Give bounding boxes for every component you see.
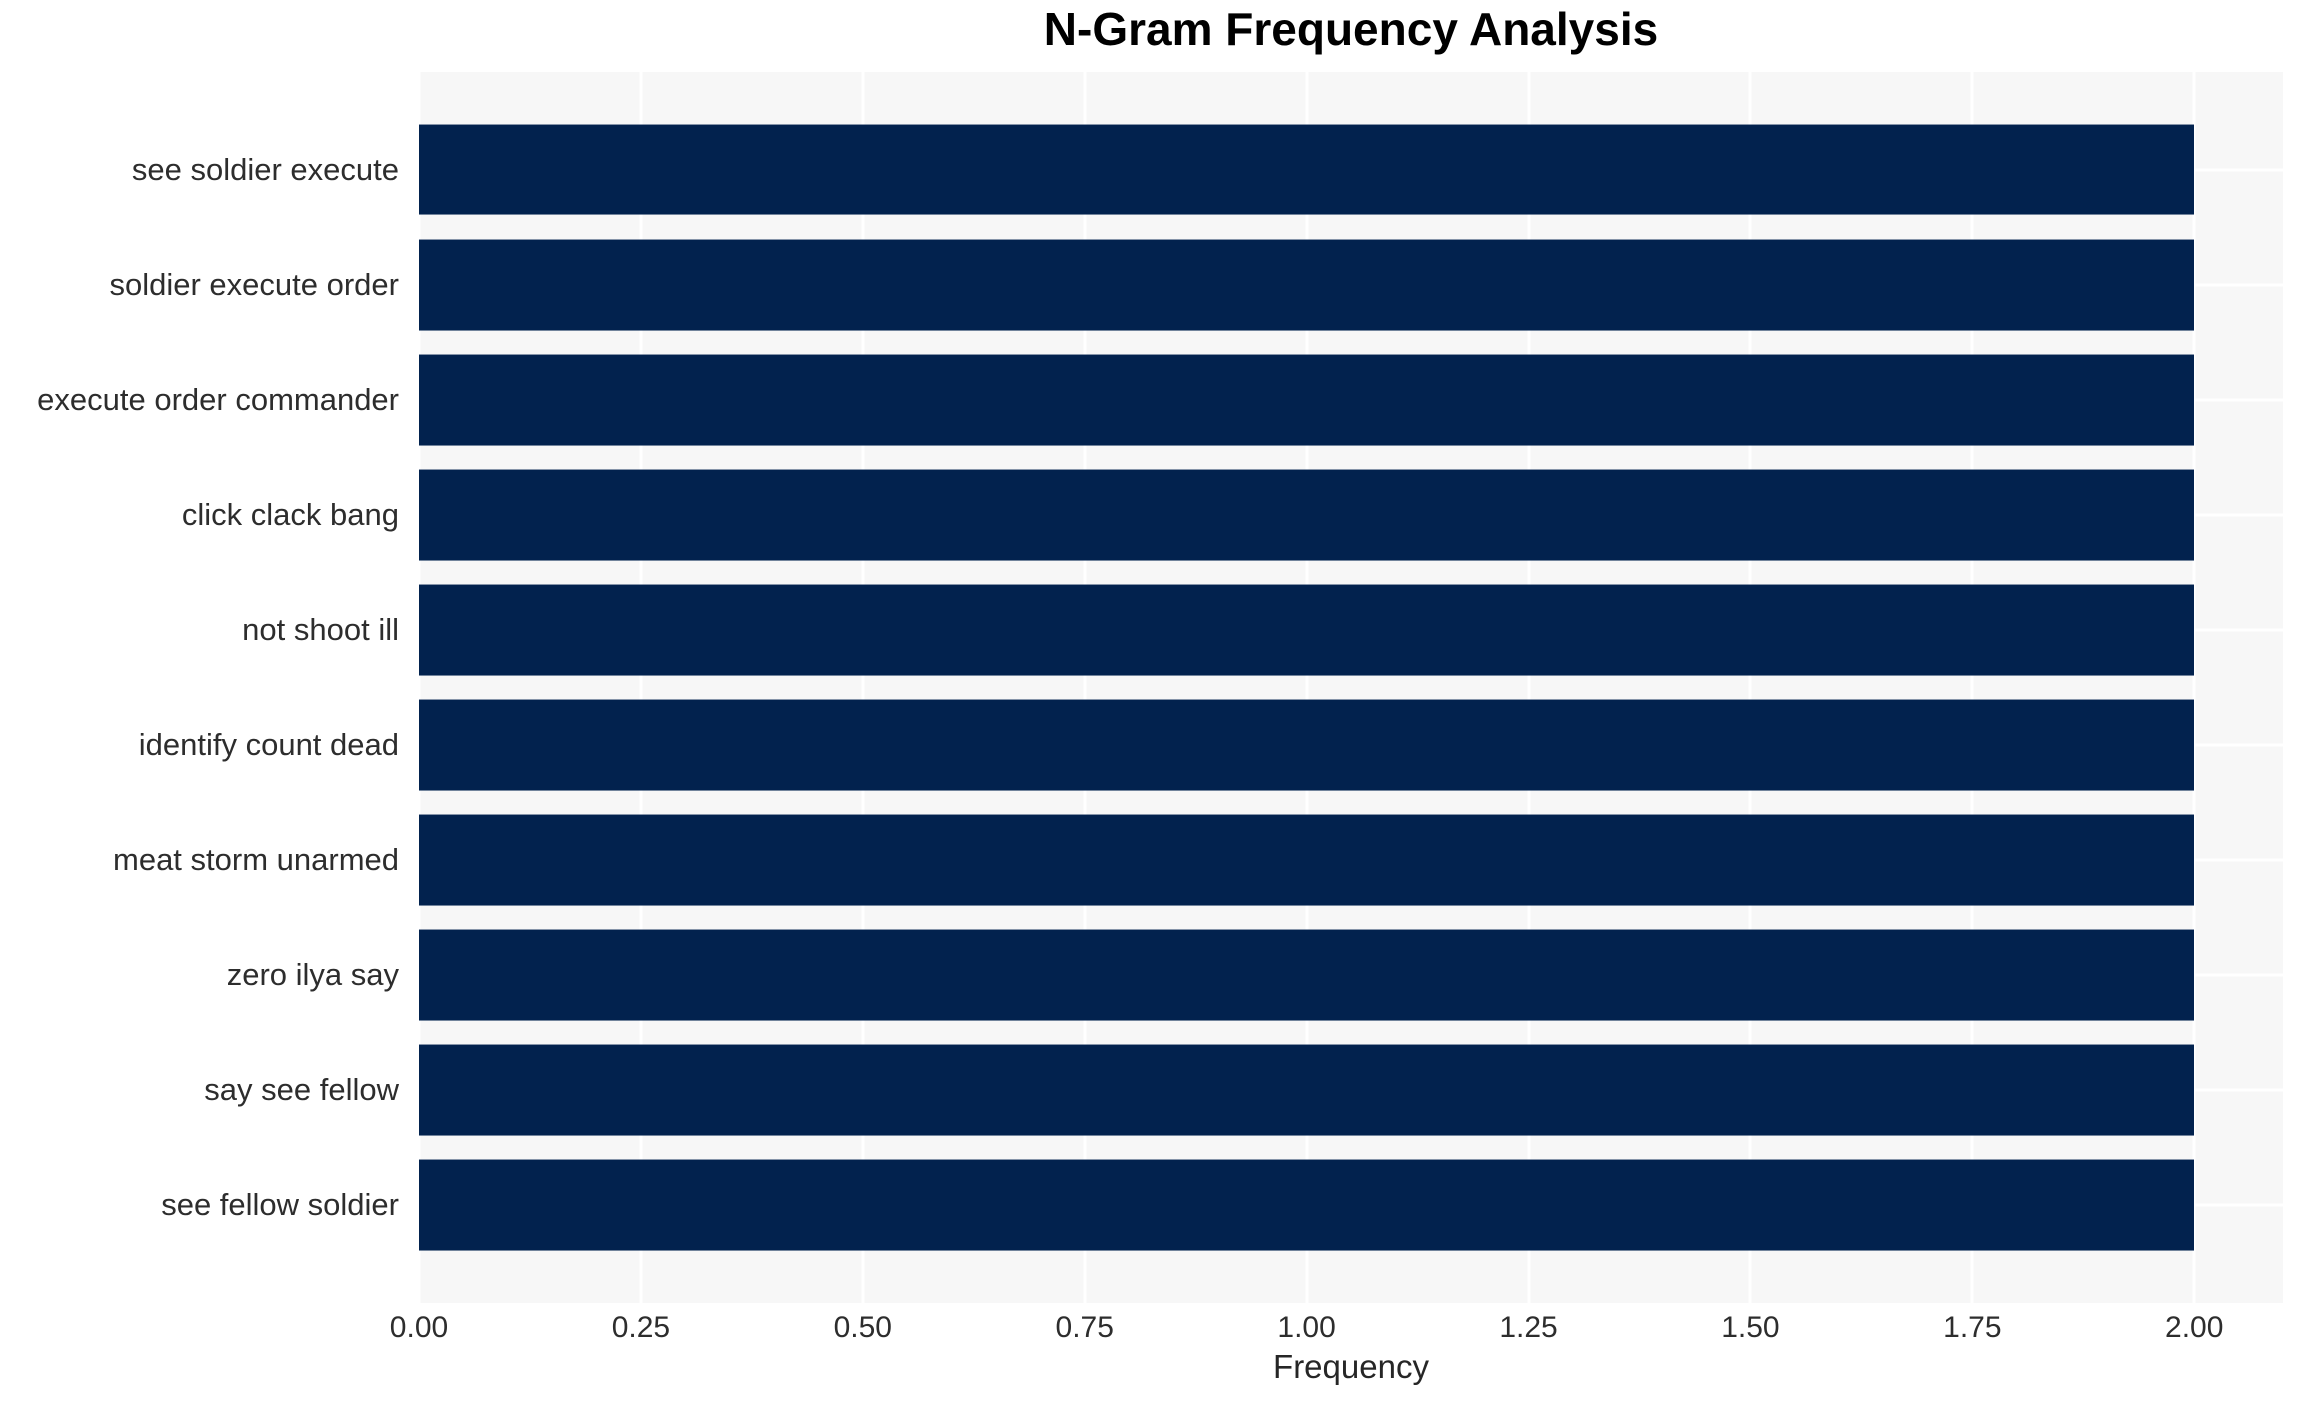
y-axis-labels: see soldier execute soldier execute order… [0, 72, 409, 1303]
x-tick-label: 2.00 [2165, 1311, 2224, 1344]
bar [419, 1159, 2195, 1251]
y-tick-label: meat storm unarmed [113, 842, 399, 878]
bar [419, 699, 2195, 791]
bar-row [419, 687, 2283, 802]
y-tick-row: click clack bang [0, 457, 409, 572]
bar [419, 354, 2195, 446]
bar-row [419, 572, 2283, 687]
bar [419, 814, 2195, 906]
bar-row [419, 227, 2283, 342]
gridline-vertical [417, 72, 421, 1303]
y-axis-label-list: see soldier execute soldier execute order… [0, 72, 409, 1303]
y-tick-label: identify count dead [138, 727, 399, 763]
x-tick-label: 0.25 [611, 1311, 671, 1344]
bar-row [419, 918, 2283, 1033]
y-tick-row: see fellow soldier [0, 1148, 409, 1263]
bar-row [419, 342, 2283, 457]
gridline-vertical [639, 72, 643, 1303]
x-axis-ticks: 0.00 0.25 0.50 0.75 1.00 1.25 1.50 1.75 2.00 [390, 1311, 2283, 1347]
bar [419, 1044, 2195, 1136]
bar [419, 469, 2195, 561]
x-tick-label: 0.00 [389, 1311, 449, 1344]
y-tick-label: see fellow soldier [161, 1187, 399, 1223]
y-tick-label: see soldier execute [131, 151, 399, 187]
y-tick-label: execute order commander [37, 381, 399, 417]
chart-title: N-Gram Frequency Analysis [1043, 3, 1659, 55]
y-tick-row: not shoot ill [0, 572, 409, 687]
bar [419, 584, 2195, 676]
y-tick-row: soldier execute order [0, 227, 409, 342]
y-tick-label: say see fellow [204, 1072, 399, 1108]
y-tick-label: soldier execute order [109, 266, 400, 302]
gridline-vertical [1083, 72, 1087, 1303]
y-tick-label: zero ilya say [226, 957, 399, 993]
bar [419, 929, 2195, 1021]
y-tick-row: identify count dead [0, 687, 409, 802]
x-tick-label: 1.00 [1277, 1311, 1336, 1344]
gridline-vertical [1748, 72, 1752, 1303]
bar [419, 239, 2195, 331]
x-axis-title: Frequency [1273, 1348, 1429, 1385]
x-tick-label: 1.75 [1943, 1311, 2002, 1344]
bar-row [419, 457, 2283, 572]
y-tick-label: not shoot ill [242, 611, 399, 647]
y-tick-row: meat storm unarmed [0, 803, 409, 918]
x-tick-label: 1.50 [1721, 1311, 1780, 1344]
plot-area [417, 72, 2283, 1303]
bar-rows [419, 72, 2283, 1303]
bar-row [419, 1148, 2283, 1263]
x-tick-label: 0.50 [833, 1311, 892, 1344]
gridline-vertical [1970, 72, 1974, 1303]
y-tick-row: say see fellow [0, 1033, 409, 1148]
gridline-vertical [1305, 72, 1309, 1303]
y-tick-label: click clack bang [181, 496, 399, 532]
gridline-vertical [1527, 72, 1531, 1303]
gridline-vertical [2192, 72, 2196, 1303]
x-tick-label: 0.75 [1055, 1311, 1114, 1344]
bar-row [419, 112, 2283, 227]
bar-row [419, 803, 2283, 918]
y-tick-row: zero ilya say [0, 918, 409, 1033]
gridline-vertical [861, 72, 865, 1303]
y-tick-row: execute order commander [0, 342, 409, 457]
bar [419, 124, 2195, 216]
y-tick-row: see soldier execute [0, 112, 409, 227]
x-tick-label: 1.25 [1499, 1311, 1558, 1344]
bar-row [419, 1033, 2283, 1148]
